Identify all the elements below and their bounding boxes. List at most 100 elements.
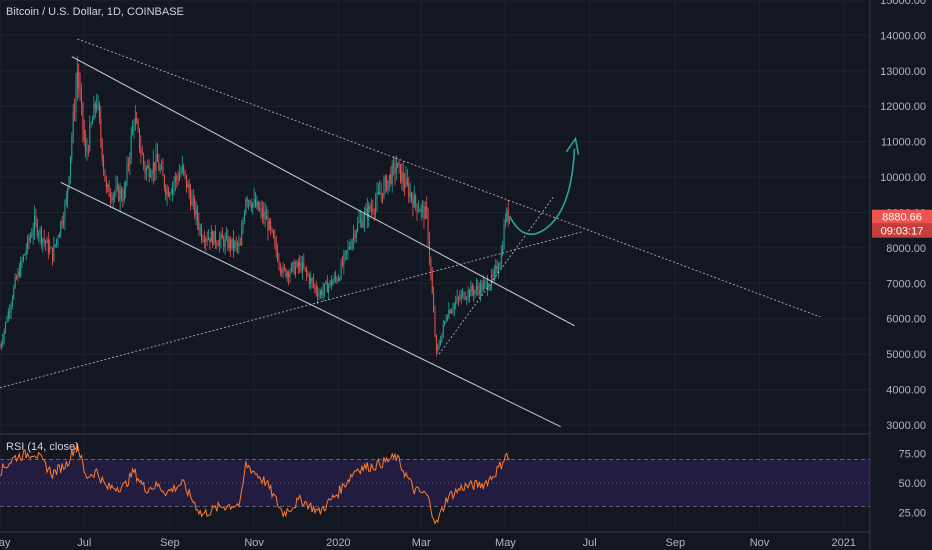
candle-body bbox=[347, 246, 349, 251]
candle-body bbox=[270, 221, 272, 229]
candle-body bbox=[451, 310, 453, 314]
candle-body bbox=[138, 129, 140, 149]
candle-body bbox=[373, 211, 375, 213]
candle-body bbox=[394, 163, 396, 174]
candle-body bbox=[499, 264, 501, 269]
countdown-box bbox=[872, 223, 932, 238]
candle-body bbox=[315, 286, 317, 293]
candle-body bbox=[198, 221, 200, 230]
candle-body bbox=[397, 162, 399, 168]
candle-body bbox=[46, 239, 48, 244]
candle-body bbox=[379, 191, 381, 195]
candle-body bbox=[10, 305, 12, 312]
candle-body bbox=[177, 178, 179, 181]
candle-body bbox=[50, 247, 52, 249]
channel-upper-line bbox=[71, 56, 575, 327]
candle-body bbox=[219, 239, 221, 246]
candle-body bbox=[498, 268, 500, 272]
candle-body bbox=[201, 227, 203, 240]
price-tick-label: 10000.00 bbox=[880, 172, 926, 184]
candle-body bbox=[467, 290, 469, 298]
candle-body bbox=[2, 339, 4, 344]
candle-body bbox=[100, 118, 102, 141]
candle-body bbox=[485, 281, 487, 283]
candle-body bbox=[310, 278, 312, 284]
candle-body bbox=[109, 196, 111, 199]
candle-body bbox=[380, 193, 382, 195]
candle-body bbox=[297, 261, 299, 267]
rsi-band-fill bbox=[0, 459, 870, 507]
candle-body bbox=[259, 209, 261, 211]
candle-body bbox=[355, 230, 357, 238]
price-tick-label: 15000.00 bbox=[880, 0, 926, 7]
candle-body bbox=[266, 216, 268, 220]
candle-body bbox=[176, 176, 178, 179]
candle-body bbox=[67, 187, 69, 199]
candle-body bbox=[268, 221, 270, 231]
candle-body bbox=[286, 272, 288, 277]
candle-body bbox=[481, 284, 483, 291]
candle-body bbox=[420, 206, 422, 212]
candle-body bbox=[312, 280, 314, 286]
candle-body bbox=[391, 164, 393, 184]
candle-body bbox=[459, 298, 461, 300]
candle-body bbox=[118, 185, 120, 201]
time-tick-label: 2020 bbox=[326, 537, 350, 549]
candle-body bbox=[340, 262, 342, 279]
candle-body bbox=[230, 239, 232, 248]
candle-body bbox=[470, 286, 472, 297]
candle-body bbox=[343, 254, 345, 266]
candle-body bbox=[96, 104, 98, 109]
candle-body bbox=[264, 212, 266, 220]
candle-body bbox=[506, 209, 508, 220]
candle-body bbox=[167, 190, 169, 197]
candle-body bbox=[63, 220, 65, 224]
time-tick-label: Sep bbox=[160, 537, 180, 549]
candle-body bbox=[208, 237, 210, 240]
candle-body bbox=[74, 111, 76, 113]
candle-body bbox=[57, 237, 59, 240]
candle-body bbox=[133, 124, 135, 126]
candle-body bbox=[61, 221, 63, 224]
candle-body bbox=[54, 244, 56, 246]
candle-body bbox=[125, 182, 127, 190]
candle-body bbox=[7, 311, 9, 321]
candle-body bbox=[60, 221, 62, 234]
candle-body bbox=[104, 169, 106, 182]
candle-body bbox=[478, 289, 480, 295]
candle-body bbox=[445, 320, 447, 322]
candle-body bbox=[362, 221, 364, 227]
candle-body bbox=[241, 230, 243, 246]
candle-body bbox=[220, 234, 222, 240]
candle-body bbox=[318, 295, 320, 297]
channel-lower-line bbox=[60, 181, 561, 428]
candle-body bbox=[504, 219, 506, 225]
candle-body bbox=[38, 234, 40, 236]
candle-body bbox=[20, 260, 22, 276]
candle-body bbox=[199, 227, 201, 230]
candle-body bbox=[94, 103, 96, 109]
candle-body bbox=[357, 222, 359, 231]
candle-body bbox=[89, 124, 91, 151]
candle-body bbox=[80, 92, 82, 104]
candle-body bbox=[35, 215, 37, 222]
candle-body bbox=[290, 264, 292, 272]
candle-body bbox=[293, 262, 295, 274]
candle-body bbox=[372, 208, 374, 212]
candle-body bbox=[435, 335, 437, 351]
candle-body bbox=[261, 208, 263, 217]
candle-body bbox=[97, 103, 99, 105]
chart-grid bbox=[0, 0, 870, 530]
price-tick-label: 6000.00 bbox=[886, 314, 926, 326]
candle-body bbox=[492, 274, 494, 277]
candle-body bbox=[31, 235, 33, 237]
time-tick-label: Jul bbox=[77, 537, 91, 549]
trendline-drawings bbox=[0, 38, 821, 428]
candle-body bbox=[242, 221, 244, 231]
candle-body bbox=[238, 243, 240, 246]
candle-body bbox=[426, 206, 428, 211]
candle-body bbox=[482, 283, 484, 291]
time-tick-label: May bbox=[495, 537, 516, 549]
candle-body bbox=[129, 157, 131, 165]
